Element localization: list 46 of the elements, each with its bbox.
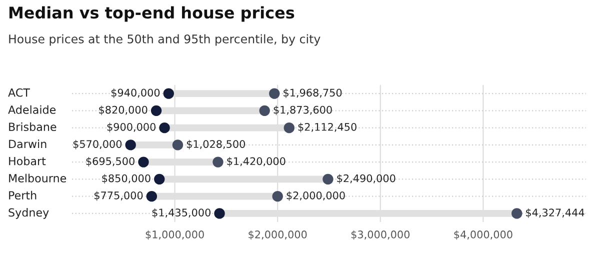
y-tick-label: Brisbane: [9, 122, 56, 132]
data-label: $695,500: [86, 157, 134, 166]
point: [212, 156, 224, 168]
point: [146, 190, 158, 202]
data-label: $2,112,450: [298, 122, 356, 132]
point: [259, 105, 270, 116]
chart-title: Median vs top-end house prices: [9, 6, 294, 22]
data-label: $820,000: [99, 106, 148, 116]
point: [125, 140, 136, 150]
point: [512, 208, 522, 219]
data-label: $570,000: [73, 140, 122, 150]
point: [138, 156, 149, 168]
data-label: $1,968,750: [284, 88, 342, 98]
data-label: $775,000: [94, 191, 143, 201]
point: [150, 105, 162, 116]
point: [322, 174, 334, 185]
x-tick-label: $1,000,000: [146, 230, 204, 240]
y-tick-label: Melbourne: [9, 174, 66, 182]
data-label: $850,000: [102, 174, 150, 184]
data-label: $940,000: [111, 88, 160, 98]
y-tick-label: Perth: [9, 190, 36, 200]
x-tick-label: $4,000,000: [454, 230, 512, 240]
point: [163, 88, 174, 99]
data-label: $2,000,000: [286, 191, 345, 201]
data-label: $1,420,000: [227, 157, 286, 166]
chart-subtitle: House prices at the 50th and 95th percentile, by city: [9, 34, 320, 46]
y-tick-label: Hobart: [9, 156, 46, 166]
point: [269, 88, 280, 99]
data-label: $1,028,500: [186, 140, 246, 150]
point: [159, 122, 170, 134]
data-label: $2,490,000: [337, 174, 396, 184]
x-tick-label: $2,000,000: [248, 230, 307, 240]
data-label: $1,435,000: [152, 208, 210, 218]
x-tick-label: $3,000,000: [351, 230, 410, 240]
data-label: $900,000: [107, 122, 156, 132]
y-tick-label: Sydney: [8, 208, 49, 219]
point: [284, 122, 295, 134]
point: [172, 140, 184, 150]
y-tick-label: ACT: [8, 88, 30, 97]
data-label: $1,873,600: [274, 106, 332, 116]
data-label: $4,327,444: [526, 208, 584, 218]
point: [154, 174, 165, 185]
point: [214, 208, 225, 219]
y-tick-label: Darwin: [9, 140, 46, 148]
y-tick-label: Adelaide: [8, 105, 56, 114]
point: [272, 190, 283, 202]
